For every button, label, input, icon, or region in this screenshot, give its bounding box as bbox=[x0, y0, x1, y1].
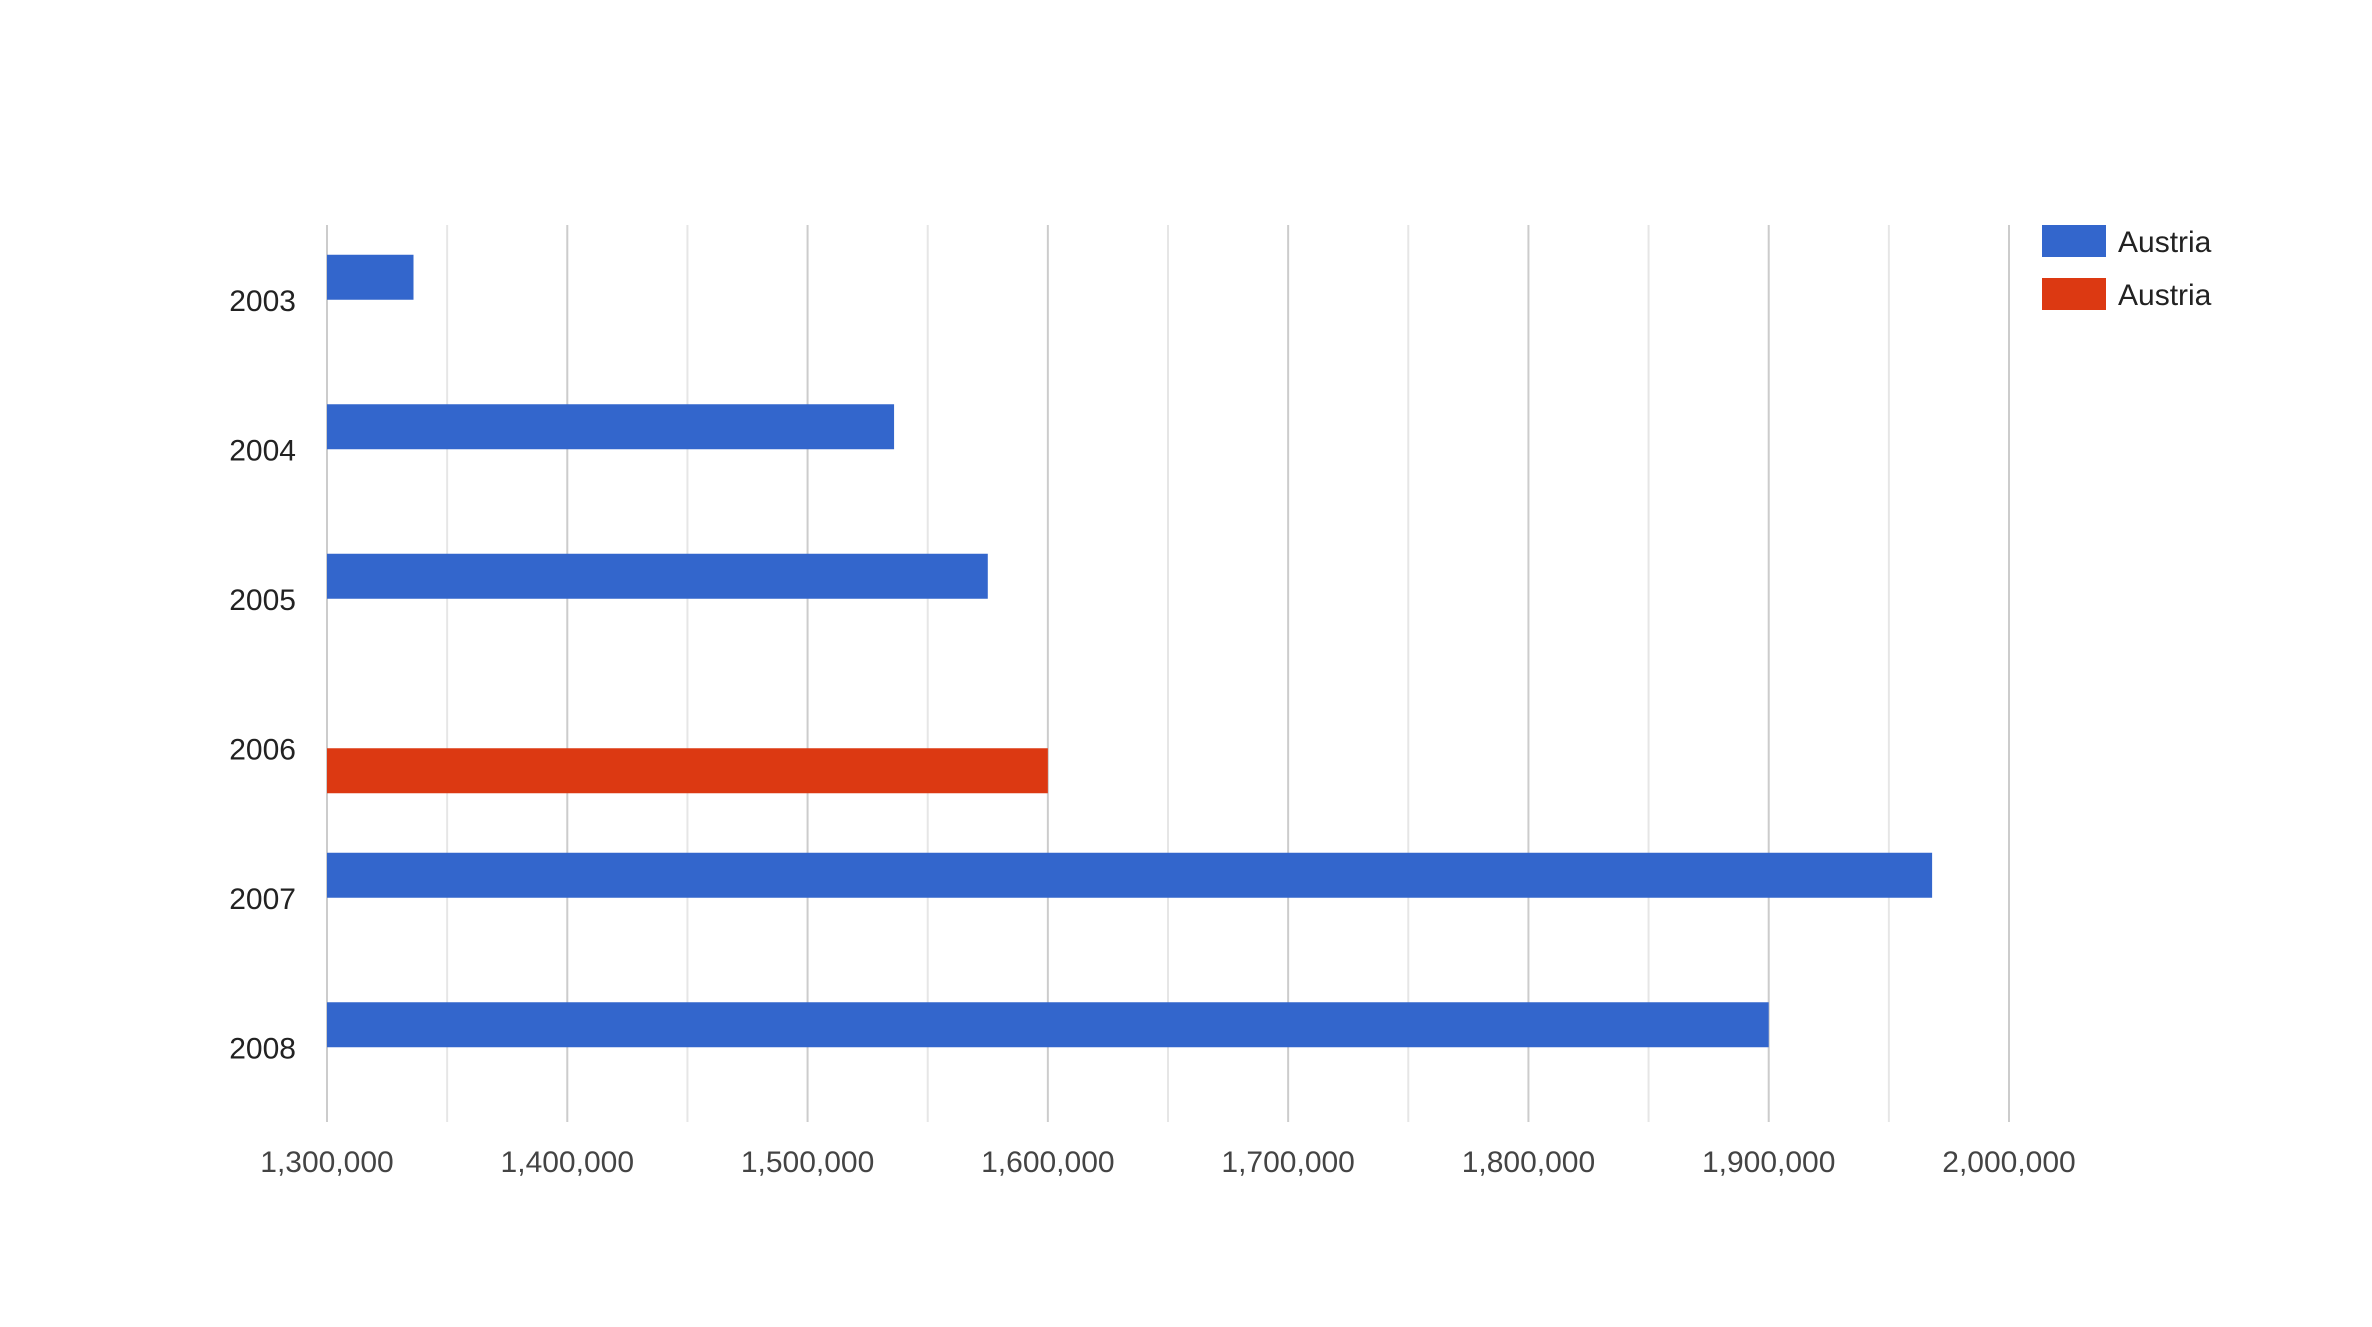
y-category-label: 2007 bbox=[229, 883, 296, 916]
x-tick-label: 1,700,000 bbox=[1221, 1146, 1354, 1179]
bar-2008-series-0 bbox=[327, 1002, 1769, 1048]
x-tick-label: 1,900,000 bbox=[1702, 1146, 1835, 1179]
y-axis-categories: 2003 2004 2005 2006 2007 2008 bbox=[229, 285, 296, 1066]
x-tick-label: 1,500,000 bbox=[741, 1146, 874, 1179]
y-category-label: 2004 bbox=[229, 434, 296, 467]
bar-2007-series-0 bbox=[327, 852, 1933, 898]
y-category-label: 2006 bbox=[229, 733, 296, 766]
bar-2005-series-0 bbox=[327, 553, 988, 599]
x-tick-label: 1,400,000 bbox=[501, 1146, 634, 1179]
x-tick-label: 2,000,000 bbox=[1942, 1146, 2075, 1179]
x-tick-label: 1,800,000 bbox=[1462, 1146, 1595, 1179]
legend: Austria Austria bbox=[2042, 225, 2212, 312]
y-category-label: 2008 bbox=[229, 1032, 296, 1065]
gridlines bbox=[326, 225, 2010, 1122]
bar-2003-series-0 bbox=[327, 254, 414, 300]
bars bbox=[327, 254, 1933, 1048]
x-tick-label: 1,300,000 bbox=[260, 1146, 393, 1179]
legend-label-0: Austria bbox=[2118, 226, 2212, 259]
y-category-label: 2003 bbox=[229, 285, 296, 318]
x-axis-ticks: 1,300,000 1,400,000 1,500,000 1,600,000 1,70… bbox=[260, 1146, 2075, 1179]
bar-2004-series-0 bbox=[327, 404, 895, 450]
x-tick-label: 1,600,000 bbox=[981, 1146, 1114, 1179]
legend-swatch-0 bbox=[2042, 225, 2106, 257]
legend-label-1: Austria bbox=[2118, 279, 2212, 312]
bar-2006-series-1 bbox=[327, 748, 1048, 794]
y-category-label: 2005 bbox=[229, 584, 296, 617]
legend-swatch-1 bbox=[2042, 278, 2106, 310]
